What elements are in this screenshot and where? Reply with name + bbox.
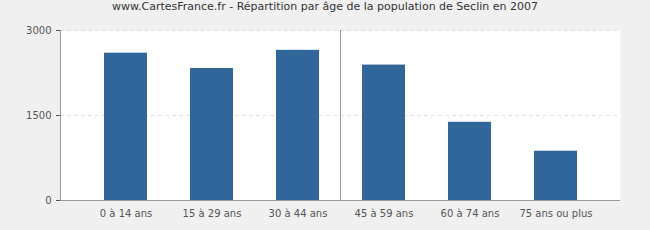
svg-text:30 à 44 ans: 30 à 44 ans (269, 208, 328, 219)
svg-text:45 à 59 ans: 45 à 59 ans (355, 208, 414, 219)
svg-text:0: 0 (45, 195, 51, 206)
svg-text:60 à 74 ans: 60 à 74 ans (441, 208, 500, 219)
svg-text:75 ans ou plus: 75 ans ou plus (519, 208, 592, 219)
html-text:www.CartesFrance.fr - Répartit: www.CartesFrance.fr - Répartition par âg… (112, 0, 538, 13)
svg-text:3000: 3000 (26, 25, 51, 36)
svg-text:15 à 29 ans: 15 à 29 ans (183, 208, 242, 219)
svg-text:0 à 14 ans: 0 à 14 ans (100, 208, 152, 219)
svg-text:1500: 1500 (26, 110, 51, 121)
